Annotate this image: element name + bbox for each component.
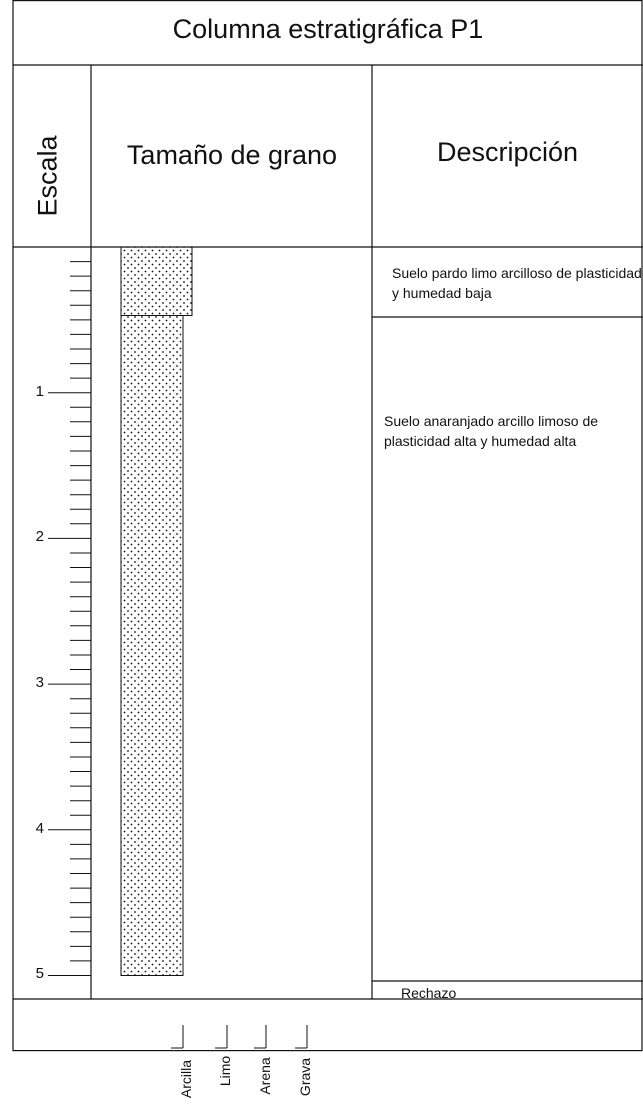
grain-size-column-header: Tamaño de grano (126, 140, 338, 170)
rechazo-note: Rechazo (401, 985, 457, 1001)
grain-label-limo: Limo (217, 1055, 233, 1087)
layer-2-lithology (120, 315, 184, 976)
grain-label-arena: Arena (257, 1057, 273, 1095)
layer-1-description: Suelo pardo limo arcilloso de plasticida… (392, 265, 642, 301)
scale-column-header: Escala (32, 135, 63, 217)
scale-label-2: 2 (35, 528, 44, 545)
scale-label-1: 1 (35, 383, 44, 400)
grain-label-arcilla: Arcilla (178, 1059, 194, 1099)
lithology-layers (120, 246, 193, 976)
scale-label-4: 4 (35, 820, 44, 837)
grain-label-grava: Grava (297, 1057, 313, 1097)
description-column-header: Descripción (436, 137, 579, 167)
diagram-title: Columna estratigráfica P1 (172, 14, 484, 44)
layer-1-lithology (120, 246, 193, 316)
grain-size-axis (171, 1025, 308, 1049)
layer-2-description: Suelo anaranjado arcillo limoso de plast… (384, 413, 599, 449)
outer-frame (12, 0, 643, 1052)
scale-label-3: 3 (35, 674, 44, 691)
scale-label-5: 5 (35, 965, 44, 982)
scale-ticks (48, 261, 91, 976)
